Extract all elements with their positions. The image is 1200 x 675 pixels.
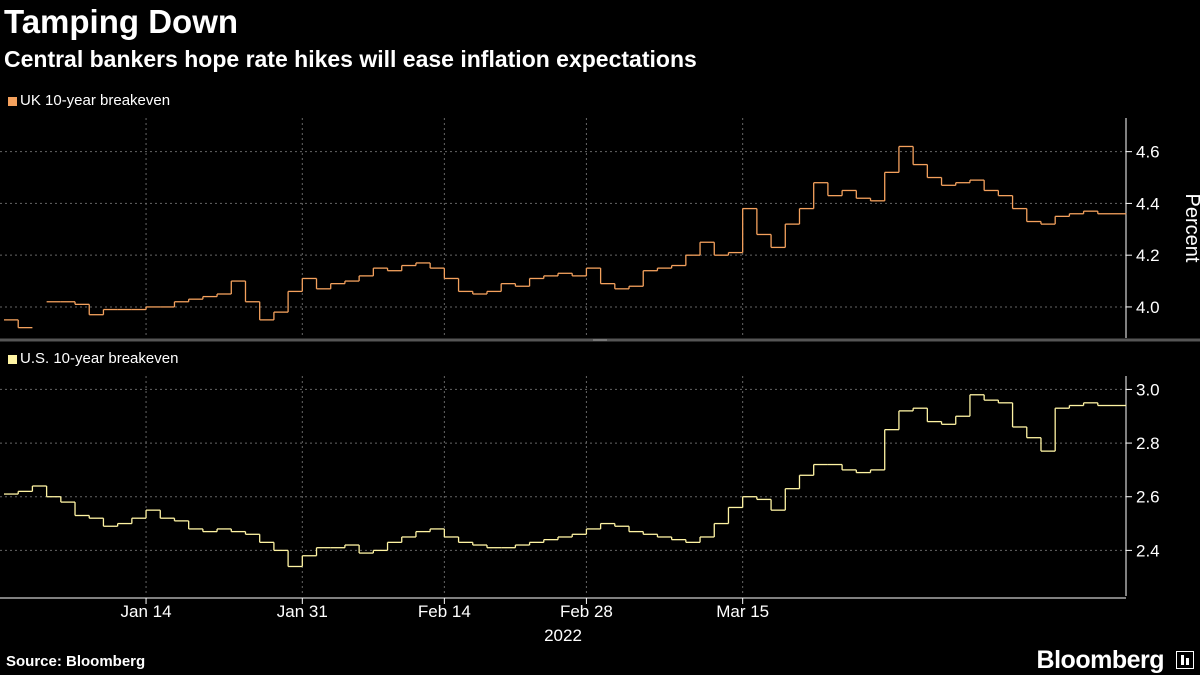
us-ytick-label-2: 2.8 [1136,434,1160,453]
uk-ytick-label-1: 4.2 [1136,246,1160,265]
chart-title: Tamping Down [4,3,239,40]
chart-subtitle: Central bankers hope rate hikes will eas… [4,46,697,72]
us-ytick-label-1: 2.6 [1136,488,1160,507]
legend-uk-label: UK 10-year breakeven [20,92,171,109]
us-panel: 2.4 2.6 2.8 3.0 [0,376,1160,596]
x-tick-label-0: Jan 14 [121,602,172,621]
source-note: Source: Bloomberg [6,653,146,670]
legend-us-label: U.S. 10-year breakeven [20,350,179,367]
legend-us: U.S. 10-year breakeven [8,350,178,368]
us-ytick-label-0: 2.4 [1136,541,1160,560]
x-year-label: 2022 [544,626,582,645]
us-ytick-label-3: 3.0 [1136,380,1160,399]
uk-ytick-label-2: 4.4 [1136,194,1160,213]
legend-us-swatch [8,354,17,364]
x-tick-label-3: Feb 28 [560,602,613,621]
x-axis: Jan 14 Jan 31 Feb 14 Feb 28 Mar 15 2022 [0,597,1126,645]
uk-ytick-label-3: 4.6 [1136,143,1160,162]
uk-y-axis-label: Percent [1181,194,1200,263]
uk-panel: 4.0 4.2 4.4 4.6 Percent [0,118,1200,338]
legend-uk-swatch [8,96,17,106]
legend-uk: UK 10-year breakeven [8,92,170,110]
x-tick-label-4: Mar 15 [716,602,769,621]
bloomberg-chart-icon [1176,651,1194,669]
x-tick-label-1: Jan 31 [277,602,328,621]
uk-ytick-label-0: 4.0 [1136,298,1160,317]
x-tick-label-2: Feb 14 [418,602,471,621]
brand-logo: Bloomberg [1036,646,1165,674]
